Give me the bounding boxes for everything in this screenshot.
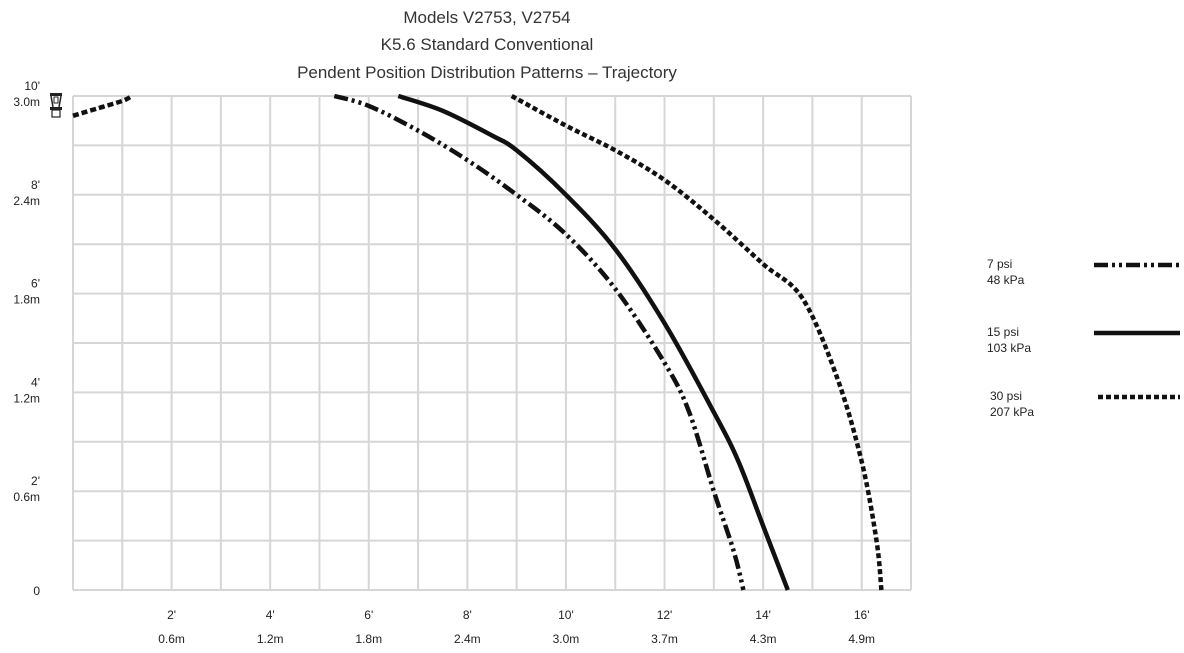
series-line-30-psi bbox=[510, 94, 884, 591]
series-line-spray-start bbox=[72, 93, 134, 118]
y-tick-label-m: 1.8m bbox=[13, 293, 40, 307]
x-tick-label-ft: 2' bbox=[167, 608, 176, 622]
x-tick-label-ft: 8' bbox=[463, 608, 472, 622]
legend-label-metric: 207 kPa bbox=[990, 405, 1034, 419]
x-tick-label-m: 3.7m bbox=[651, 632, 678, 646]
y-tick-label-ft: 0 bbox=[33, 584, 40, 598]
x-tick-label-ft: 6' bbox=[364, 608, 373, 622]
y-tick-label-m: 3.0m bbox=[13, 95, 40, 109]
legend-label: 30 psi bbox=[990, 389, 1022, 403]
x-tick-label-ft: 16' bbox=[854, 608, 870, 622]
chart-title-line-3: Pendent Position Distribution Patterns –… bbox=[297, 63, 677, 82]
x-tick-label-m: 3.0m bbox=[553, 632, 580, 646]
x-tick-label-ft: 12' bbox=[657, 608, 673, 622]
axis-labels: 2' 0.6m 4' 1.2m 6' 1.8m 8' 2.4m 10' 3.0m 12' 3.7m 14… bbox=[13, 79, 875, 646]
y-tick-label-ft: 4' bbox=[31, 375, 40, 389]
legend-label-metric: 103 kPa bbox=[987, 341, 1031, 355]
legend-label: 15 psi bbox=[987, 325, 1019, 339]
y-tick-label-ft: 6' bbox=[31, 277, 40, 291]
series-line-7-psi bbox=[333, 93, 746, 591]
x-tick-label-m: 2.4m bbox=[454, 632, 481, 646]
y-tick-label-m: 1.2m bbox=[13, 391, 40, 405]
plot-grid bbox=[72, 95, 912, 591]
series-line-15-psi bbox=[397, 93, 790, 591]
legend: 7 psi 48 kPa 15 psi 103 kPa 30 psi 207 kPa bbox=[987, 257, 1180, 419]
x-tick-label-ft: 14' bbox=[755, 608, 771, 622]
y-tick-label-m: 2.4m bbox=[13, 194, 40, 208]
series-lines bbox=[72, 93, 884, 591]
sprinkler-icon bbox=[50, 93, 62, 118]
y-tick-label-ft: 10' bbox=[24, 79, 40, 93]
legend-label-metric: 48 kPa bbox=[987, 273, 1025, 287]
y-tick-label-ft: 8' bbox=[31, 178, 40, 192]
x-tick-label-m: 4.3m bbox=[750, 632, 777, 646]
x-tick-label-ft: 4' bbox=[266, 608, 275, 622]
x-tick-label-m: 0.6m bbox=[158, 632, 185, 646]
chart-title-line-1: Models V2753, V2754 bbox=[403, 8, 570, 27]
y-tick-label-ft: 2' bbox=[31, 474, 40, 488]
legend-label: 7 psi bbox=[987, 257, 1012, 271]
x-tick-label-m: 1.2m bbox=[257, 632, 284, 646]
x-tick-label-m: 4.9m bbox=[848, 632, 875, 646]
chart-title-line-2: K5.6 Standard Conventional bbox=[381, 35, 594, 54]
y-tick-label-m: 0.6m bbox=[13, 490, 40, 504]
x-tick-label-m: 1.8m bbox=[355, 632, 382, 646]
x-tick-label-ft: 10' bbox=[558, 608, 574, 622]
